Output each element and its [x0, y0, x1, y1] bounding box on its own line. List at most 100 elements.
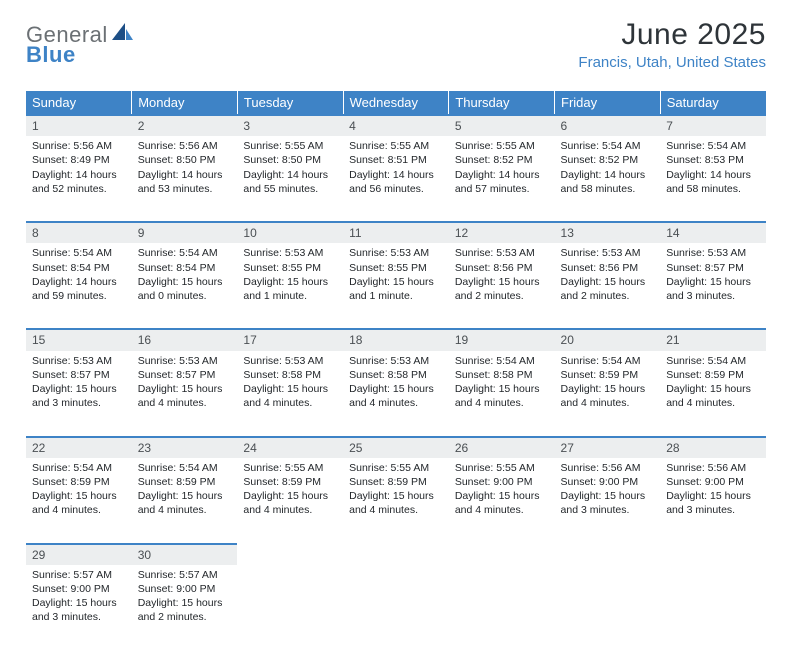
daylight-line: Daylight: 15 hours and 3 minutes. [32, 596, 126, 624]
daylight-line: Daylight: 15 hours and 1 minute. [349, 275, 443, 303]
sunrise-line: Sunrise: 5:57 AM [32, 568, 126, 582]
sunrise-line: Sunrise: 5:55 AM [349, 461, 443, 475]
day-number-cell: 16 [132, 329, 238, 350]
day-number-cell: 24 [237, 437, 343, 458]
sunset-line: Sunset: 8:59 PM [138, 475, 232, 489]
weekday-header: Monday [132, 91, 238, 115]
sunset-line: Sunset: 8:59 PM [32, 475, 126, 489]
day-content-cell: Sunrise: 5:56 AMSunset: 8:49 PMDaylight:… [26, 136, 132, 222]
daylight-line: Daylight: 14 hours and 55 minutes. [243, 168, 337, 196]
daylight-line: Daylight: 15 hours and 3 minutes. [32, 382, 126, 410]
sunrise-line: Sunrise: 5:56 AM [561, 461, 655, 475]
brand-second-line: Blue [26, 42, 76, 68]
daylight-line: Daylight: 14 hours and 52 minutes. [32, 168, 126, 196]
day-number-cell [449, 544, 555, 565]
day-content-cell: Sunrise: 5:54 AMSunset: 8:59 PMDaylight:… [660, 351, 766, 437]
daylight-line: Daylight: 14 hours and 58 minutes. [561, 168, 655, 196]
sunrise-line: Sunrise: 5:55 AM [243, 461, 337, 475]
day-content-cell: Sunrise: 5:57 AMSunset: 9:00 PMDaylight:… [132, 565, 238, 651]
daylight-line: Daylight: 15 hours and 1 minute. [243, 275, 337, 303]
day-content-cell [555, 565, 661, 651]
sunset-line: Sunset: 8:50 PM [138, 153, 232, 167]
day-number-cell [555, 544, 661, 565]
daylight-line: Daylight: 15 hours and 0 minutes. [138, 275, 232, 303]
day-content-cell: Sunrise: 5:56 AMSunset: 8:50 PMDaylight:… [132, 136, 238, 222]
daylight-line: Daylight: 15 hours and 2 minutes. [138, 596, 232, 624]
daylight-line: Daylight: 15 hours and 2 minutes. [561, 275, 655, 303]
day-content-cell: Sunrise: 5:55 AMSunset: 8:59 PMDaylight:… [343, 458, 449, 544]
day-content-cell: Sunrise: 5:53 AMSunset: 8:58 PMDaylight:… [237, 351, 343, 437]
daylight-line: Daylight: 15 hours and 4 minutes. [138, 382, 232, 410]
day-content-cell: Sunrise: 5:56 AMSunset: 9:00 PMDaylight:… [660, 458, 766, 544]
sunset-line: Sunset: 8:54 PM [32, 261, 126, 275]
daylight-line: Daylight: 14 hours and 53 minutes. [138, 168, 232, 196]
day-content-cell: Sunrise: 5:54 AMSunset: 8:58 PMDaylight:… [449, 351, 555, 437]
month-title: June 2025 [578, 18, 766, 52]
sunset-line: Sunset: 8:54 PM [138, 261, 232, 275]
day-number-cell [237, 544, 343, 565]
weekday-header-row: Sunday Monday Tuesday Wednesday Thursday… [26, 91, 766, 115]
day-number-row: 15161718192021 [26, 329, 766, 350]
sunset-line: Sunset: 8:57 PM [666, 261, 760, 275]
sunset-line: Sunset: 8:59 PM [349, 475, 443, 489]
sunrise-line: Sunrise: 5:56 AM [32, 139, 126, 153]
sunrise-line: Sunrise: 5:55 AM [243, 139, 337, 153]
sunrise-line: Sunrise: 5:54 AM [666, 354, 760, 368]
daylight-line: Daylight: 15 hours and 4 minutes. [455, 382, 549, 410]
sunrise-line: Sunrise: 5:54 AM [32, 246, 126, 260]
calendar-page: General June 2025 Francis, Utah, United … [0, 0, 792, 661]
sunrise-line: Sunrise: 5:53 AM [666, 246, 760, 260]
daylight-line: Daylight: 14 hours and 58 minutes. [666, 168, 760, 196]
sunrise-line: Sunrise: 5:53 AM [349, 246, 443, 260]
day-content-cell [343, 565, 449, 651]
sunset-line: Sunset: 8:53 PM [666, 153, 760, 167]
day-number-cell: 19 [449, 329, 555, 350]
header: General June 2025 Francis, Utah, United … [26, 18, 766, 71]
sunrise-line: Sunrise: 5:54 AM [561, 139, 655, 153]
day-number-cell: 5 [449, 115, 555, 136]
day-number-cell: 21 [660, 329, 766, 350]
weekday-header: Tuesday [237, 91, 343, 115]
sunset-line: Sunset: 8:59 PM [666, 368, 760, 382]
sunrise-line: Sunrise: 5:53 AM [561, 246, 655, 260]
day-content-cell: Sunrise: 5:54 AMSunset: 8:59 PMDaylight:… [555, 351, 661, 437]
day-number-cell: 11 [343, 222, 449, 243]
day-content-cell: Sunrise: 5:57 AMSunset: 9:00 PMDaylight:… [26, 565, 132, 651]
day-number-cell: 27 [555, 437, 661, 458]
title-block: June 2025 Francis, Utah, United States [578, 18, 766, 71]
daylight-line: Daylight: 15 hours and 3 minutes. [561, 489, 655, 517]
day-content-cell: Sunrise: 5:53 AMSunset: 8:57 PMDaylight:… [26, 351, 132, 437]
day-content-cell: Sunrise: 5:54 AMSunset: 8:59 PMDaylight:… [26, 458, 132, 544]
brand-sail-icon [112, 23, 134, 48]
weekday-header: Sunday [26, 91, 132, 115]
day-content-cell: Sunrise: 5:53 AMSunset: 8:55 PMDaylight:… [237, 243, 343, 329]
day-content-cell [237, 565, 343, 651]
day-number-cell: 1 [26, 115, 132, 136]
sunset-line: Sunset: 8:59 PM [561, 368, 655, 382]
day-number-cell: 20 [555, 329, 661, 350]
day-number-row: 22232425262728 [26, 437, 766, 458]
sunrise-line: Sunrise: 5:56 AM [138, 139, 232, 153]
day-number-cell: 7 [660, 115, 766, 136]
daylight-line: Daylight: 15 hours and 2 minutes. [455, 275, 549, 303]
sunset-line: Sunset: 8:56 PM [561, 261, 655, 275]
day-number-cell: 25 [343, 437, 449, 458]
daylight-line: Daylight: 15 hours and 4 minutes. [32, 489, 126, 517]
day-content-cell: Sunrise: 5:54 AMSunset: 8:59 PMDaylight:… [132, 458, 238, 544]
sunset-line: Sunset: 8:59 PM [243, 475, 337, 489]
day-content-cell: Sunrise: 5:53 AMSunset: 8:55 PMDaylight:… [343, 243, 449, 329]
day-content-cell: Sunrise: 5:55 AMSunset: 9:00 PMDaylight:… [449, 458, 555, 544]
day-number-cell: 15 [26, 329, 132, 350]
sunset-line: Sunset: 9:00 PM [666, 475, 760, 489]
day-number-cell: 29 [26, 544, 132, 565]
sunrise-line: Sunrise: 5:54 AM [666, 139, 760, 153]
day-content-cell: Sunrise: 5:55 AMSunset: 8:51 PMDaylight:… [343, 136, 449, 222]
daylight-line: Daylight: 14 hours and 56 minutes. [349, 168, 443, 196]
sunset-line: Sunset: 9:00 PM [138, 582, 232, 596]
sunset-line: Sunset: 9:00 PM [561, 475, 655, 489]
day-number-cell: 4 [343, 115, 449, 136]
day-content-cell: Sunrise: 5:56 AMSunset: 9:00 PMDaylight:… [555, 458, 661, 544]
day-number-cell: 17 [237, 329, 343, 350]
sunrise-line: Sunrise: 5:53 AM [243, 354, 337, 368]
location-subtitle: Francis, Utah, United States [578, 54, 766, 71]
